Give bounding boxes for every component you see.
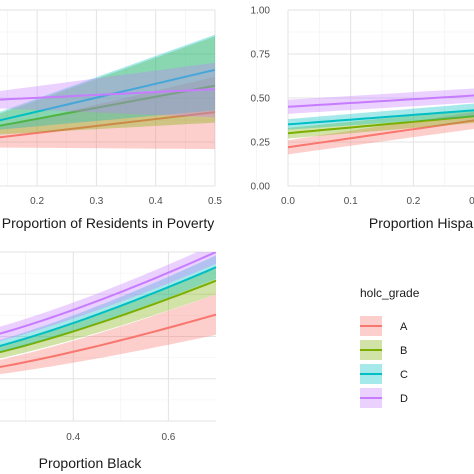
x-tick-label: 0.1 bbox=[344, 196, 358, 207]
trend-line-D bbox=[0, 252, 216, 335]
y-tick-label: 0.25 bbox=[251, 138, 271, 149]
trend-line-B bbox=[0, 84, 215, 127]
y-tick-label: 0.75 bbox=[251, 50, 271, 61]
trend-line-B bbox=[0, 279, 216, 354]
legend-title: holc_grade bbox=[360, 286, 420, 300]
legend-key-B: B bbox=[360, 340, 407, 360]
trend-line-A bbox=[288, 119, 474, 149]
ci-ribbon-C bbox=[0, 34, 215, 130]
x-tick-label: 0.3 bbox=[469, 196, 474, 207]
ci-ribbon-A bbox=[0, 294, 216, 375]
panel-black: 0.20.40.6 Proportion Black bbox=[0, 251, 216, 471]
x-axis-title: Proportion Hispanic bbox=[369, 215, 474, 231]
x-tick-label: 0.6 bbox=[161, 432, 175, 443]
legend-label: A bbox=[400, 321, 408, 333]
legend-label: B bbox=[400, 345, 407, 357]
x-tick-label: 0.4 bbox=[66, 432, 80, 443]
trend-line-A bbox=[0, 313, 216, 369]
trend-line-C bbox=[288, 109, 474, 126]
trend-line-C bbox=[0, 266, 216, 347]
y-tick-label: 0.00 bbox=[251, 182, 271, 193]
ci-ribbon-B bbox=[0, 36, 215, 135]
legend-key-A: A bbox=[360, 316, 408, 336]
x-tick-label: 0.2 bbox=[30, 196, 44, 207]
legend-key-C: C bbox=[360, 364, 408, 384]
y-tick-label: 1.00 bbox=[251, 6, 271, 17]
x-axis-title: Proportion Black bbox=[39, 455, 143, 471]
trend-line-D bbox=[288, 94, 474, 108]
ci-ribbon-D bbox=[0, 62, 215, 118]
panel-poverty: .10.20.30.40.5 Proportion of Residents i… bbox=[0, 9, 222, 231]
legend-label: D bbox=[400, 393, 408, 405]
panel-hispanic: 0.0 0.1 0.2 0.3 0.00 0.25 0.50 0.75 1.00 Proport… bbox=[251, 6, 474, 231]
x-tick-label: 0.2 bbox=[406, 196, 420, 207]
legend-key-D: D bbox=[360, 388, 408, 408]
x-tick-label: 0.4 bbox=[149, 196, 163, 207]
trend-line-C bbox=[0, 68, 215, 122]
y-tick-label: 0.50 bbox=[251, 94, 271, 105]
x-tick-label: 0.0 bbox=[281, 196, 295, 207]
ci-ribbon-C bbox=[0, 255, 216, 352]
x-tick-label: 0.5 bbox=[208, 196, 222, 207]
trend-line-A bbox=[0, 111, 215, 139]
trend-line-D bbox=[0, 88, 215, 101]
trend-line-B bbox=[288, 115, 474, 135]
x-tick-label: 0.3 bbox=[89, 196, 103, 207]
x-axis-title: Proportion of Residents in Poverty bbox=[2, 215, 214, 231]
legend-label: C bbox=[400, 369, 408, 381]
